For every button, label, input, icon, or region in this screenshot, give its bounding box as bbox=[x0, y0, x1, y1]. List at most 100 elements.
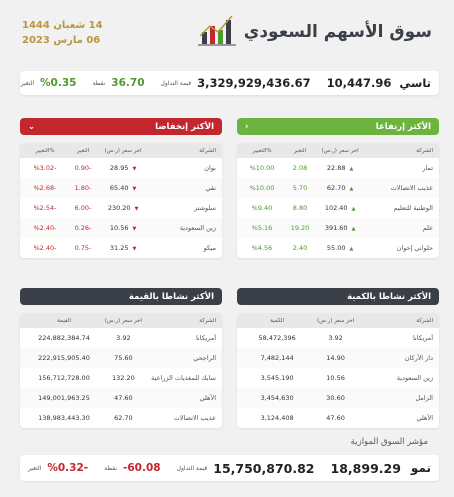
cell: 222,915,905.40 bbox=[38, 354, 90, 362]
cell: 58,472,396 bbox=[258, 334, 296, 342]
table: الشركة آخر سعر (ر.س) القيمة أمريكانا 3.92 224… bbox=[20, 313, 222, 428]
table-row: الوطنية للتعليم 102.40 8.80 %9.40 bbox=[237, 198, 439, 218]
cell: 30.60 bbox=[326, 394, 345, 402]
cell: 3,545,190 bbox=[260, 374, 294, 382]
panel-icon: ‹ bbox=[245, 121, 249, 132]
column-header: القيمة bbox=[57, 317, 71, 324]
cell: 2.40 bbox=[292, 244, 308, 252]
column-header: التغيير% bbox=[252, 147, 272, 154]
cell: 75.60 bbox=[114, 354, 133, 362]
cell: 14.90 bbox=[326, 354, 345, 362]
cell: بوان bbox=[204, 164, 216, 172]
table-row: دار الأركان 14.90 7,482,144 bbox=[237, 348, 439, 368]
turnover-label: قيمة التداول bbox=[176, 464, 208, 472]
title: سوق الأسهم السعودي bbox=[243, 22, 432, 42]
points-label: نقطة bbox=[92, 79, 106, 87]
change: %0.35 bbox=[40, 77, 77, 89]
cell: سلوشنز bbox=[194, 204, 216, 212]
table: الشركة آخر سعر (ر.س) الكمية أمريكانا 3.92 58,… bbox=[237, 313, 439, 428]
column-header: الشركة bbox=[199, 317, 216, 324]
gainers-panel: الأكثر إرتفاعا ‹ الشركة آخر سعر (ر.س) التغير… bbox=[237, 118, 439, 258]
cell: 62.70 bbox=[319, 184, 361, 192]
table-header: الشركة آخر سعر (ر.س) التغير التغيير% bbox=[237, 143, 439, 158]
column-header: آخر سعر (ر.س) bbox=[104, 147, 142, 154]
cell: دار الأركان bbox=[404, 354, 433, 362]
cell: %3.02- bbox=[33, 164, 57, 172]
date-gregorian: 06 مارس 2023 bbox=[22, 35, 101, 46]
cell: أمريكانا bbox=[412, 334, 433, 342]
cell: الوطنية للتعليم bbox=[393, 204, 433, 212]
table-row: سابك للمغذيات الزراعية 132.20 156,712,728.… bbox=[20, 368, 222, 388]
panel-header: الأكثر إنخفاضا ⌄ bbox=[20, 118, 222, 135]
cell: الزامل bbox=[415, 394, 433, 402]
index-name: نمو bbox=[410, 461, 431, 475]
cell: 10.56 bbox=[102, 224, 144, 232]
panel-title: الأكثر إرتفاعا bbox=[375, 121, 431, 132]
panel-title: الأكثر نشاطا بالكمية bbox=[347, 291, 431, 302]
table-row: الأهلي 47.60 3,124,408 bbox=[237, 408, 439, 428]
column-header: الشركة bbox=[416, 317, 433, 324]
table-row: أمريكانا 3.92 58,472,396 bbox=[237, 328, 439, 348]
cell: 47.60 bbox=[114, 394, 133, 402]
cell: تمار bbox=[422, 164, 433, 172]
table-row: تمار 22.88 2.08 %10.00 bbox=[237, 158, 439, 178]
column-header: الشركة bbox=[199, 147, 216, 154]
table-row: زين السعودية 10.56 0.26- %2.40- bbox=[20, 218, 222, 238]
losers-panel: الأكثر إنخفاضا ⌄ الشركة آخر سعر (ر.س) التغير… bbox=[20, 118, 222, 258]
cell: 3.92 bbox=[116, 334, 131, 342]
table-row: حلواني إخوان 55.00 2.40 %4.56 bbox=[237, 238, 439, 258]
turnover: 15,750,870.82 bbox=[213, 460, 315, 476]
index-value: 10,447.96 bbox=[326, 76, 392, 90]
points: -60.08 bbox=[123, 462, 161, 474]
date-hijri: 14 شعبان 1444 bbox=[22, 20, 103, 31]
column-header: الكمية bbox=[270, 317, 285, 324]
change-label: التغير bbox=[28, 464, 42, 472]
cell: 22.88 bbox=[319, 164, 361, 172]
panel-title: الأكثر نشاطا بالقيمة bbox=[128, 291, 214, 302]
table: الشركة آخر سعر (ر.س) التغير التغيير% تمار 22.… bbox=[237, 143, 439, 258]
cell: أمريكانا bbox=[195, 334, 216, 342]
column-header: التغير bbox=[293, 147, 307, 154]
cell: %2.68- bbox=[33, 184, 57, 192]
table: الشركة آخر سعر (ر.س) التغير التغيير% بوان 28.… bbox=[20, 143, 222, 258]
points: 36.70 bbox=[111, 77, 145, 89]
table-row: سلوشنز 230.20 6.00- %2.54- bbox=[20, 198, 222, 218]
cell: ميكو bbox=[203, 244, 216, 252]
quantity-panel: الأكثر نشاطا بالكمية الشركة آخر سعر (ر.س) ا… bbox=[237, 288, 439, 428]
cell: 3.92 bbox=[328, 334, 343, 342]
cell: 1.80- bbox=[74, 184, 92, 192]
cell: 224,882,384.74 bbox=[38, 334, 90, 342]
cell: علم bbox=[422, 224, 433, 232]
value-panel: الأكثر نشاطا بالقيمة الشركة آخر سعر (ر.س) ا… bbox=[20, 288, 222, 428]
column-header: آخر سعر (ر.س) bbox=[321, 147, 359, 154]
cell: حلواني إخوان bbox=[396, 244, 433, 252]
cell: نقي bbox=[205, 184, 216, 192]
cell: 0.75- bbox=[74, 244, 92, 252]
table-header: الشركة آخر سعر (ر.س) الكمية bbox=[237, 313, 439, 328]
table-row: نقي 65.40 1.80- %2.68- bbox=[20, 178, 222, 198]
cell: زين السعودية bbox=[179, 224, 216, 232]
column-header: آخر سعر (ر.س) bbox=[316, 317, 355, 324]
cell: %10.00 bbox=[249, 164, 275, 172]
cell: 6.00- bbox=[74, 204, 92, 212]
cell: 102.40 bbox=[319, 204, 361, 212]
column-header: التغير bbox=[76, 147, 90, 154]
table-row: أمريكانا 3.92 224,882,384.74 bbox=[20, 328, 222, 348]
cell: 149,001,963.25 bbox=[38, 394, 90, 402]
cell: 31.25 bbox=[102, 244, 144, 252]
panel-title: الأكثر إنخفاضا bbox=[155, 121, 214, 132]
turnover: 3,329,929,436.67 bbox=[197, 76, 311, 90]
cell: %10.00 bbox=[249, 184, 275, 192]
cell: 391.60 bbox=[319, 224, 361, 232]
cell: 8.80 bbox=[292, 204, 308, 212]
cell: 62.70 bbox=[114, 414, 133, 422]
summary-bar: تاسي 10,447.96 3,329,929,436.67 قيمة الت… bbox=[20, 71, 439, 95]
index-name: تاسي bbox=[399, 76, 431, 90]
table-row: عذيب الاتصالات 62.70 138,983,443.30 bbox=[20, 408, 222, 428]
cell: %9.40 bbox=[251, 204, 273, 212]
turnover-label: قيمة التداول bbox=[160, 79, 192, 87]
cell: %5.16 bbox=[251, 224, 273, 232]
cell: زين السعودية bbox=[396, 374, 433, 382]
parallel-bar: نمو 18,899.29 15,750,870.82 قيمة التداول… bbox=[20, 455, 439, 481]
